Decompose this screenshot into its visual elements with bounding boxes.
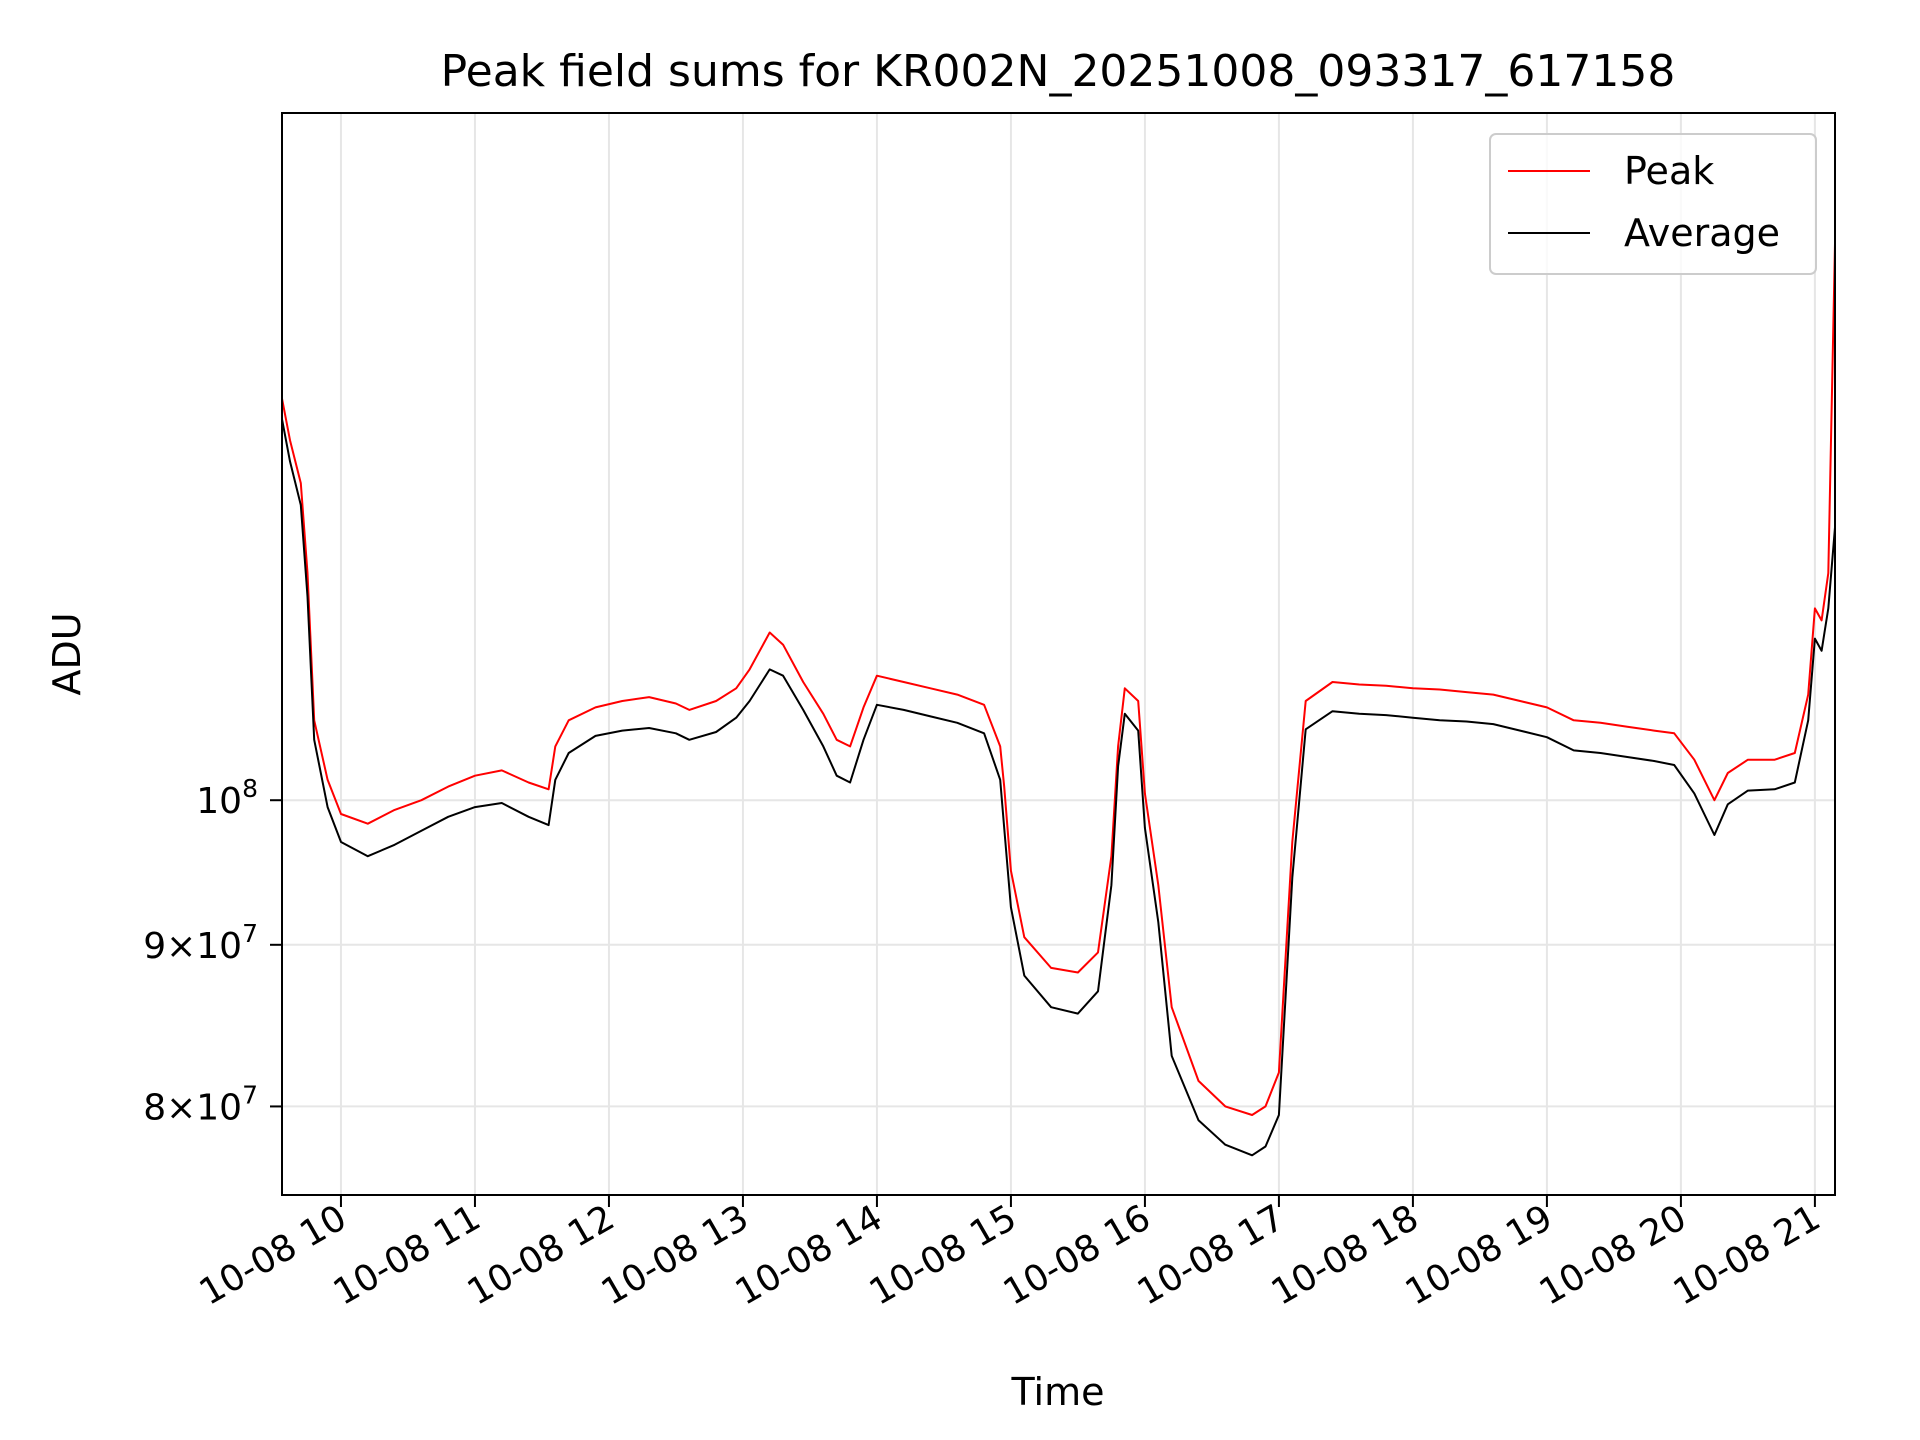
legend: Peak Average [1489,133,1817,275]
y-tick-label-base: 10 [196,781,242,822]
y-tick-label-exponent: 7 [242,919,258,948]
grid-layer [282,113,1835,1195]
y-axis-label: ADU [45,612,89,695]
y-tick-label-exponent: 8 [242,774,258,803]
y-tick-label-base: 9×10 [143,926,242,967]
plot-area [282,113,1835,1195]
y-tick-label-base: 8×10 [143,1087,242,1128]
y-tick-label: 9×107 [143,919,258,967]
x-axis-label: Time [1011,1370,1105,1414]
series-layer [281,243,1836,1157]
y-tick-label: 8×107 [143,1080,258,1128]
plot-frame [281,112,1836,1196]
legend-average-label: Average [1624,211,1780,255]
series-line-average [281,419,1836,1157]
y-tick-label-exponent: 7 [242,1080,258,1109]
series-line-peak [281,243,1836,1116]
legend-peak-label: Peak [1624,149,1714,193]
y-tick-label: 108 [196,774,258,822]
legend-box [1489,133,1817,275]
chart-title: Peak field sums for KR002N_20251008_0933… [441,46,1676,97]
